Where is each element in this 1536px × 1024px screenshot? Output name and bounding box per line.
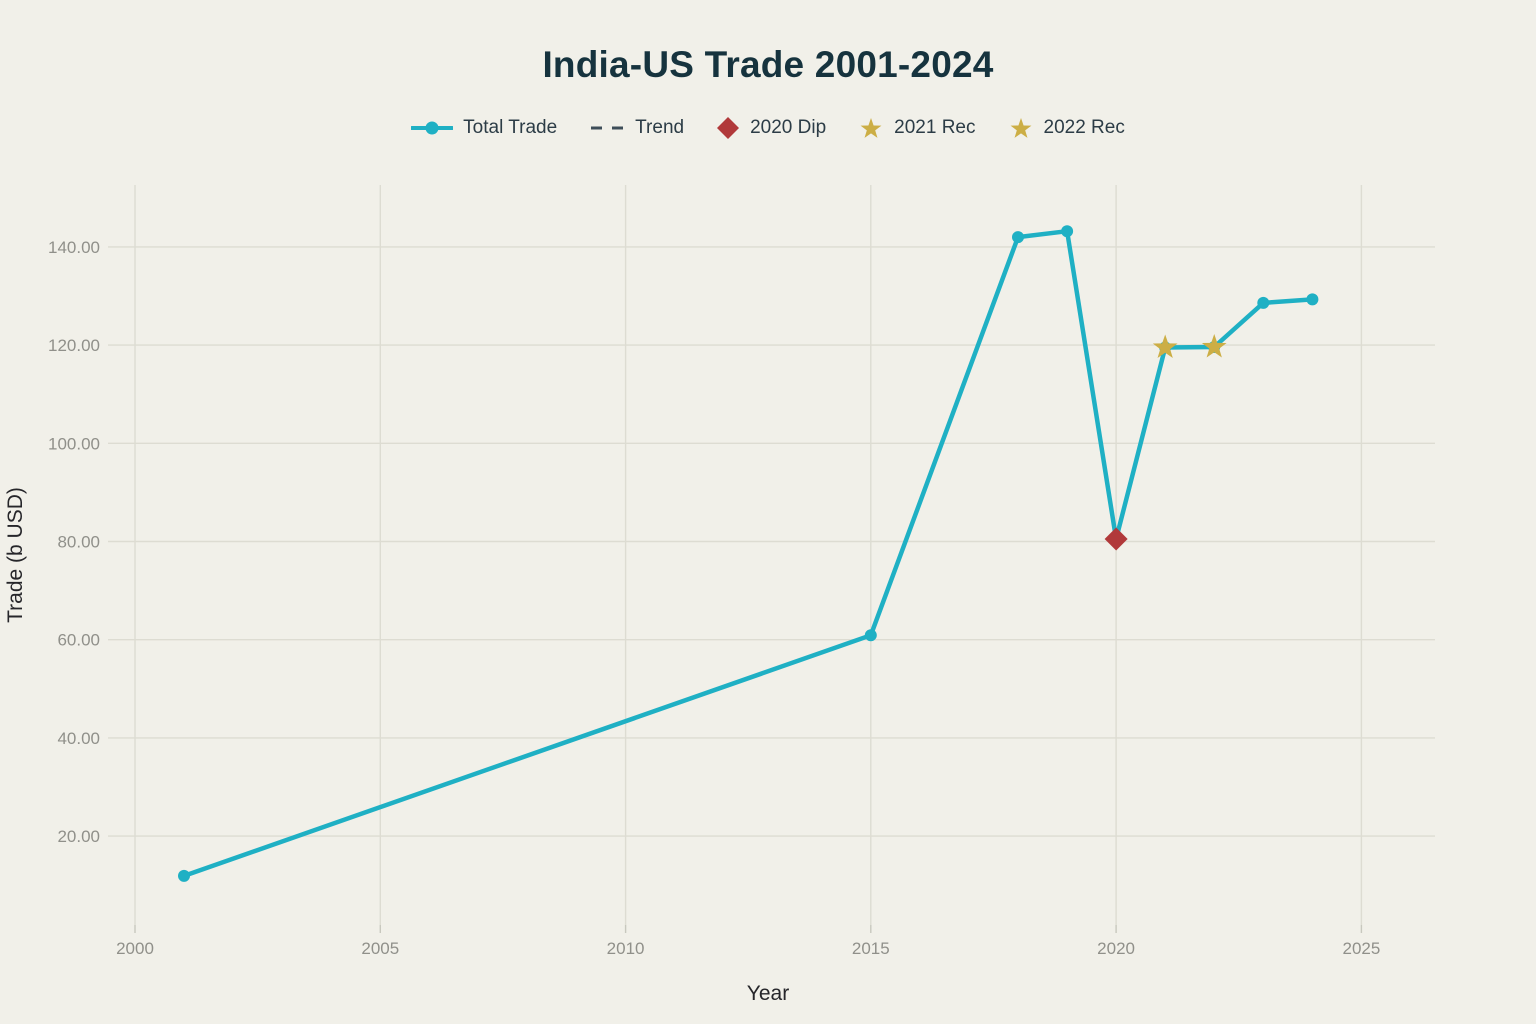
x-tick-label: 2020 [1097, 939, 1135, 958]
legend-label: Total Trade [463, 117, 558, 138]
x-tick-label: 2000 [116, 939, 154, 958]
data-point-2001 [178, 869, 190, 882]
chart-title: India-US Trade 2001-2024 [542, 44, 994, 85]
x-tick-label: 2010 [607, 939, 645, 958]
rec-marker-2022 [1201, 334, 1227, 358]
chart-legend: Total Trade Trend 2020 Dip 2021 Rec 2022 Rec [0, 116, 1536, 140]
dip-marker-2020 [1104, 527, 1128, 551]
legend-item-2020-dip[interactable]: 2020 Dip [716, 116, 826, 140]
y-tick-label: 40.00 [57, 729, 100, 748]
y-tick-label: 20.00 [57, 827, 100, 846]
legend-label: Trend [635, 117, 685, 138]
y-axis-title: Trade (b USD) [4, 487, 27, 623]
y-tick-label: 140.00 [48, 238, 100, 257]
star-icon [1008, 116, 1034, 140]
legend-item-trend[interactable]: Trend [589, 117, 684, 139]
x-tick-label: 2015 [852, 939, 890, 958]
y-tick-label: 80.00 [57, 533, 100, 552]
legend-label: 2022 Rec [1043, 117, 1125, 138]
rec-marker-2021 [1152, 334, 1178, 359]
data-point-2023 [1257, 296, 1270, 309]
y-tick-label: 100.00 [48, 434, 100, 453]
x-tick-label: 2005 [361, 939, 399, 958]
line-dot-icon [411, 120, 454, 136]
total-trade-line [181, 228, 1315, 879]
y-tick-label: 120.00 [48, 336, 100, 355]
legend-item-total-trade[interactable]: Total Trade [411, 117, 557, 139]
y-tick-label: 60.00 [57, 631, 100, 650]
x-tick-label: 2025 [1342, 939, 1380, 958]
data-point-2019 [1061, 225, 1074, 238]
data-point-2018 [1012, 231, 1024, 244]
diamond-icon [716, 116, 740, 140]
dashes-icon [589, 120, 625, 136]
legend-label: 2021 Rec [894, 117, 976, 138]
legend-label: 2020 Dip [750, 117, 827, 138]
legend-item-2021-rec[interactable]: 2021 Rec [858, 116, 976, 140]
legend-item-2022-rec[interactable]: 2022 Rec [1008, 116, 1125, 140]
data-point-2024 [1306, 293, 1319, 306]
data-point-2015 [864, 629, 877, 642]
star-icon [858, 116, 884, 140]
x-axis-title: Year [746, 982, 790, 1005]
